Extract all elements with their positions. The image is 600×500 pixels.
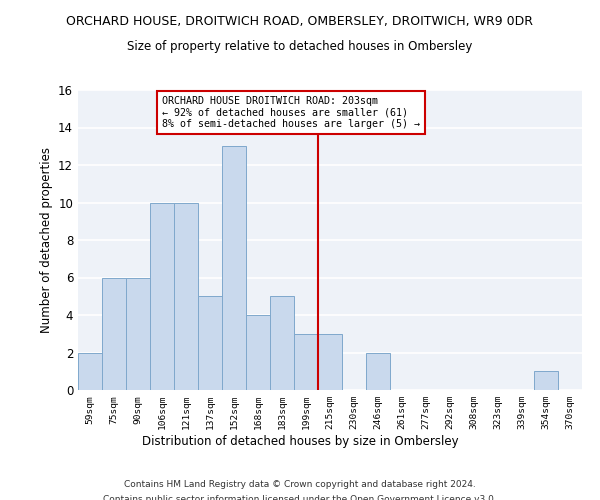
Y-axis label: Number of detached properties: Number of detached properties [40, 147, 53, 333]
Bar [270, 296, 294, 390]
Bar [198, 296, 222, 390]
Bar [174, 202, 198, 390]
Bar [102, 278, 126, 390]
Bar [366, 352, 390, 390]
Bar [222, 146, 246, 390]
Bar [150, 202, 174, 390]
Bar [126, 278, 150, 390]
Bar [246, 315, 270, 390]
Bar [534, 371, 558, 390]
Text: Contains HM Land Registry data © Crown copyright and database right 2024.: Contains HM Land Registry data © Crown c… [124, 480, 476, 489]
Text: ORCHARD HOUSE, DROITWICH ROAD, OMBERSLEY, DROITWICH, WR9 0DR: ORCHARD HOUSE, DROITWICH ROAD, OMBERSLEY… [67, 15, 533, 28]
Text: Size of property relative to detached houses in Ombersley: Size of property relative to detached ho… [127, 40, 473, 53]
Text: ORCHARD HOUSE DROITWICH ROAD: 203sqm
← 92% of detached houses are smaller (61)
8: ORCHARD HOUSE DROITWICH ROAD: 203sqm ← 9… [162, 96, 420, 129]
Bar [318, 334, 342, 390]
Text: Distribution of detached houses by size in Ombersley: Distribution of detached houses by size … [142, 435, 458, 448]
Bar [78, 352, 102, 390]
Text: Contains public sector information licensed under the Open Government Licence v3: Contains public sector information licen… [103, 495, 497, 500]
Bar [294, 334, 318, 390]
